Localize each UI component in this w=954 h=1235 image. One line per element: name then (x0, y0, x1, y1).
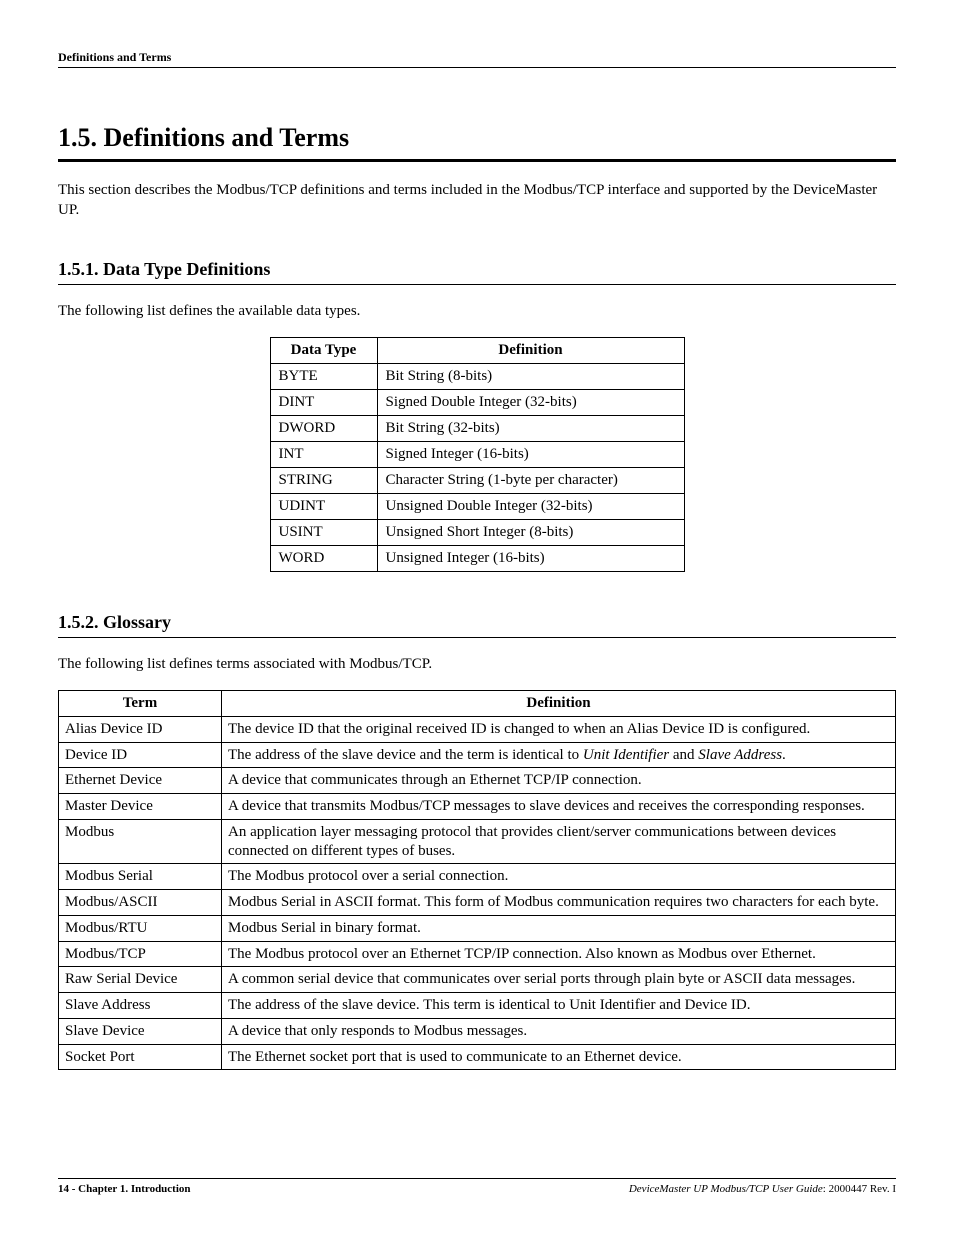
table-cell: A device that communicates through an Et… (222, 768, 896, 794)
table-cell: Character String (1-byte per character) (377, 467, 684, 493)
table-row: DINTSigned Double Integer (32-bits) (270, 389, 684, 415)
table-row: INTSigned Integer (16-bits) (270, 441, 684, 467)
footer-right-plain: : 2000447 Rev. I (823, 1183, 896, 1195)
table-row: WORDUnsigned Integer (16-bits) (270, 545, 684, 571)
table-row: Modbus/ASCIIModbus Serial in ASCII forma… (59, 890, 896, 916)
table-cell: Modbus/TCP (59, 941, 222, 967)
table-row: Ethernet DeviceA device that communicate… (59, 768, 896, 794)
table-cell: A device that transmits Modbus/TCP messa… (222, 794, 896, 820)
table-cell: Modbus Serial in ASCII format. This form… (222, 890, 896, 916)
table-cell: Bit String (8-bits) (377, 363, 684, 389)
table-cell: INT (270, 441, 377, 467)
table-cell: The Modbus protocol over an Ethernet TCP… (222, 941, 896, 967)
table-cell: Modbus/ASCII (59, 890, 222, 916)
table-row: Master DeviceA device that transmits Mod… (59, 794, 896, 820)
table-cell: Signed Integer (16-bits) (377, 441, 684, 467)
footer-right-italic: DeviceMaster UP Modbus/TCP User Guide (629, 1183, 823, 1195)
table-cell: Signed Double Integer (32-bits) (377, 389, 684, 415)
table-row: ModbusAn application layer messaging pro… (59, 819, 896, 864)
table-cell: Ethernet Device (59, 768, 222, 794)
section-intro: This section describes the Modbus/TCP de… (58, 180, 896, 221)
table-cell: DINT (270, 389, 377, 415)
table-cell: Unsigned Short Integer (8-bits) (377, 519, 684, 545)
subsection-1-title: 1.5.1. Data Type Definitions (58, 259, 896, 285)
table-cell: The address of the slave device and the … (222, 742, 896, 768)
table-header: Term (59, 691, 222, 717)
footer-right: DeviceMaster UP Modbus/TCP User Guide: 2… (629, 1183, 896, 1195)
table-cell: A common serial device that communicates… (222, 967, 896, 993)
subsection-1-lead: The following list defines the available… (58, 301, 896, 321)
table-header: Definition (377, 337, 684, 363)
table-cell: Unsigned Integer (16-bits) (377, 545, 684, 571)
table-row: STRINGCharacter String (1-byte per chara… (270, 467, 684, 493)
table-header: Data Type (270, 337, 377, 363)
table-row: DWORDBit String (32-bits) (270, 415, 684, 441)
table-row: Slave AddressThe address of the slave de… (59, 993, 896, 1019)
table-cell: The device ID that the original received… (222, 716, 896, 742)
page-footer: 14 - Chapter 1. Introduction DeviceMaste… (58, 1178, 896, 1195)
table-cell: Modbus Serial in binary format. (222, 915, 896, 941)
table-cell: Slave Address (59, 993, 222, 1019)
table-cell: The address of the slave device. This te… (222, 993, 896, 1019)
table-cell: Modbus Serial (59, 864, 222, 890)
subsection-2-lead: The following list defines terms associa… (58, 654, 896, 674)
table-cell: STRING (270, 467, 377, 493)
table-cell: UDINT (270, 493, 377, 519)
table-cell: Device ID (59, 742, 222, 768)
table-cell: Alias Device ID (59, 716, 222, 742)
table-cell: DWORD (270, 415, 377, 441)
table-cell: USINT (270, 519, 377, 545)
table-row: Alias Device IDThe device ID that the or… (59, 716, 896, 742)
table-header: Definition (222, 691, 896, 717)
table-row: Modbus/RTUModbus Serial in binary format… (59, 915, 896, 941)
table-row: UDINTUnsigned Double Integer (32-bits) (270, 493, 684, 519)
table-row: Slave DeviceA device that only responds … (59, 1018, 896, 1044)
table-cell: Modbus/RTU (59, 915, 222, 941)
table-cell: WORD (270, 545, 377, 571)
table-cell: A device that only responds to Modbus me… (222, 1018, 896, 1044)
table-cell: The Ethernet socket port that is used to… (222, 1044, 896, 1070)
table-row: Raw Serial DeviceA common serial device … (59, 967, 896, 993)
running-header: Definitions and Terms (58, 50, 896, 68)
table-cell: Raw Serial Device (59, 967, 222, 993)
footer-left: 14 - Chapter 1. Introduction (58, 1183, 191, 1195)
table-cell: Bit String (32-bits) (377, 415, 684, 441)
glossary-table: Term Definition Alias Device IDThe devic… (58, 690, 896, 1070)
table-row: USINTUnsigned Short Integer (8-bits) (270, 519, 684, 545)
table-row: Modbus SerialThe Modbus protocol over a … (59, 864, 896, 890)
table-row: Device IDThe address of the slave device… (59, 742, 896, 768)
section-title: 1.5. Definitions and Terms (58, 123, 896, 162)
table-cell: Socket Port (59, 1044, 222, 1070)
table-cell: An application layer messaging protocol … (222, 819, 896, 864)
subsection-2-title: 1.5.2. Glossary (58, 612, 896, 638)
table-cell: The Modbus protocol over a serial connec… (222, 864, 896, 890)
table-row: Socket PortThe Ethernet socket port that… (59, 1044, 896, 1070)
table-row: BYTEBit String (8-bits) (270, 363, 684, 389)
table-cell: Master Device (59, 794, 222, 820)
data-types-table: Data Type Definition BYTEBit String (8-b… (270, 337, 685, 572)
table-row: Modbus/TCPThe Modbus protocol over an Et… (59, 941, 896, 967)
table-cell: Slave Device (59, 1018, 222, 1044)
table-cell: BYTE (270, 363, 377, 389)
table-cell: Unsigned Double Integer (32-bits) (377, 493, 684, 519)
table-cell: Modbus (59, 819, 222, 864)
